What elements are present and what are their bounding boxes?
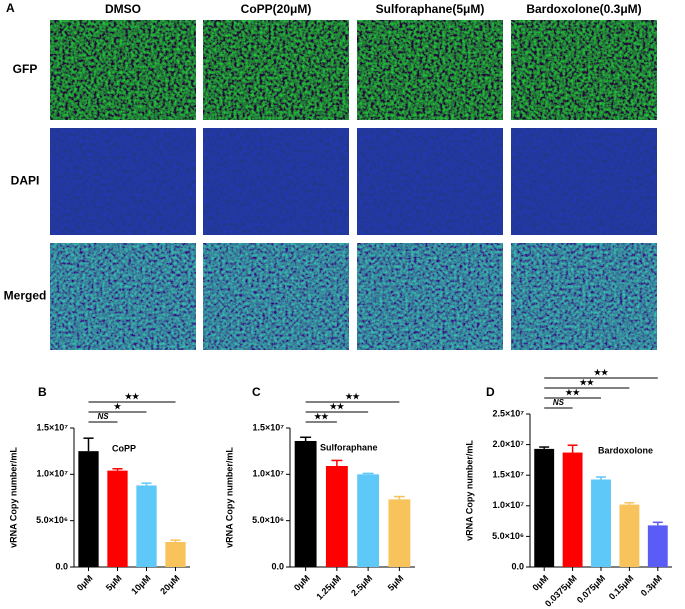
micrograph	[357, 20, 503, 120]
bar	[647, 525, 668, 567]
micrograph	[357, 243, 503, 350]
significance-label: ★★	[580, 378, 595, 387]
bar	[165, 541, 186, 567]
y-axis-label: vRNA Copy number/mL	[464, 440, 474, 541]
significance-label: ★★	[565, 388, 580, 397]
y-axis-label: vRNA Copy number/mL	[8, 447, 18, 548]
row-label: DAPI	[11, 174, 40, 188]
y-tick-label: 0.0	[271, 561, 284, 571]
bar	[325, 465, 348, 567]
y-tick-label: 5.0×10⁶	[36, 515, 68, 525]
bar	[136, 485, 157, 567]
column-label: Sulforaphane(5μM)	[376, 2, 485, 16]
column-label: Bardoxolone(0.3μM)	[526, 2, 641, 16]
significance-label: ★★	[594, 368, 609, 377]
y-tick-label: 1.0×10⁷	[493, 500, 525, 510]
significance-label: NS	[97, 412, 109, 421]
panel-letter: B	[38, 385, 47, 399]
bar	[591, 479, 611, 567]
bar	[107, 470, 128, 567]
x-tick-label: 0μM	[75, 573, 95, 593]
chart-label: Sulforaphane	[320, 442, 378, 452]
y-axis-label: vRNA Copy number/mL	[224, 447, 234, 548]
x-tick-label: 1.25μM	[314, 573, 343, 602]
significance-label: NS	[553, 398, 565, 407]
panel-letter: C	[252, 385, 261, 399]
x-tick-label: 5μM	[104, 573, 124, 593]
y-tick-label: 1.5×10⁷	[37, 422, 69, 432]
significance-label: ★	[114, 402, 122, 411]
column-label: DMSO	[105, 2, 141, 16]
panel-letter: A	[6, 1, 15, 15]
y-tick-label: 5.0×10⁶	[492, 531, 524, 541]
micrograph	[203, 20, 349, 120]
significance-label: ★★	[125, 392, 140, 401]
micrograph	[511, 20, 657, 120]
x-tick-label: 0μM	[292, 573, 312, 593]
micrograph	[511, 128, 657, 235]
x-tick-label: 20μM	[158, 573, 181, 596]
y-tick-label: 1.5×10⁷	[493, 470, 525, 480]
bar	[357, 474, 380, 567]
x-tick-label: 5μM	[386, 573, 406, 593]
y-tick-label: 5.0×10⁶	[252, 515, 284, 525]
y-tick-label: 2.0×10⁷	[493, 439, 525, 449]
chart-label: Bardoxolone	[598, 445, 653, 455]
significance-label: ★★	[345, 392, 360, 401]
micrograph	[511, 243, 657, 350]
column-label: CoPP(20μM)	[241, 2, 312, 16]
micrograph	[203, 128, 349, 235]
micrograph	[50, 20, 196, 120]
chart-label: CoPP	[112, 443, 136, 453]
x-tick-label: 0μM	[530, 573, 550, 593]
row-label: Merged	[4, 289, 47, 303]
micrograph	[50, 243, 196, 350]
row-label: GFP	[13, 62, 38, 76]
x-tick-label: 0.075μM	[575, 573, 607, 605]
x-tick-label: 0.15μM	[607, 573, 636, 602]
bar	[619, 504, 640, 567]
bar	[562, 452, 583, 567]
y-tick-label: 0.0	[55, 561, 68, 571]
significance-label: ★★	[330, 402, 345, 411]
bar	[388, 499, 411, 567]
bar	[534, 448, 555, 567]
x-tick-label: 0.3μM	[639, 573, 664, 598]
micrograph	[357, 128, 503, 235]
panel-letter: D	[486, 385, 495, 399]
y-tick-label: 1.0×10⁷	[253, 469, 285, 479]
y-tick-label: 1.0×10⁷	[37, 469, 69, 479]
micrograph	[50, 128, 196, 235]
x-tick-label: 10μM	[129, 573, 152, 596]
significance-label: ★★	[314, 412, 329, 421]
y-tick-label: 2.5×10⁷	[493, 408, 525, 418]
y-tick-label: 0.0	[511, 561, 524, 571]
x-tick-label: 2.5μM	[349, 573, 374, 598]
y-tick-label: 1.5×10⁷	[253, 422, 285, 432]
bar	[78, 451, 99, 567]
micrograph	[203, 243, 349, 350]
bar	[294, 440, 317, 567]
